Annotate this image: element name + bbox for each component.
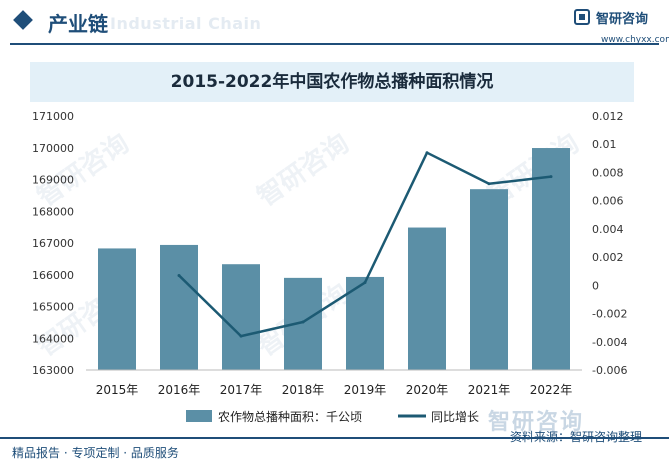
bar — [346, 276, 384, 370]
bar — [470, 189, 508, 370]
y-left-tick-label: 163000 — [32, 364, 74, 377]
footer-slogan: 精品报告 · 专项定制 · 品质服务 — [12, 446, 179, 460]
x-tick-label: 2020年 — [406, 383, 449, 397]
y-left-tick-label: 167000 — [32, 237, 74, 250]
y-right-tick-label: 0.002 — [592, 251, 624, 264]
growth-point — [363, 281, 367, 285]
x-tick-label: 2018年 — [282, 383, 325, 397]
x-tick-label: 2016年 — [158, 383, 201, 397]
growth-point — [177, 273, 181, 277]
growth-point — [239, 334, 243, 338]
header-divider — [10, 43, 659, 45]
logo-url: www.chyxx.com — [601, 35, 669, 45]
y-left-tick-label: 165000 — [32, 301, 74, 314]
y-left-tick-label: 166000 — [32, 269, 74, 282]
y-left-tick-label: 168000 — [32, 205, 74, 218]
chart-title: 2015-2022年中国农作物总播种面积情况 — [170, 72, 494, 92]
logo-icon — [574, 9, 590, 25]
growth-point — [301, 320, 305, 324]
legend-label-bar: 农作物总播种面积：千公顷 — [218, 410, 362, 424]
y-right-tick-label: 0 — [592, 279, 599, 292]
watermark-logo: 智研咨询 — [488, 410, 585, 435]
bar — [222, 264, 260, 370]
y-left-tick-label: 169000 — [32, 174, 74, 187]
x-tick-label: 2019年 — [344, 383, 387, 397]
growth-point — [425, 151, 429, 155]
y-right-tick-label: 0.01 — [592, 138, 617, 151]
y-right-tick-label: 0.012 — [592, 110, 624, 123]
y-left-tick-label: 164000 — [32, 332, 74, 345]
legend-swatch-bar — [186, 410, 212, 422]
bar — [98, 248, 136, 370]
y-left-tick-label: 170000 — [32, 142, 74, 155]
footer-divider — [0, 437, 669, 439]
x-tick-label: 2017年 — [220, 383, 263, 397]
bar — [160, 244, 198, 370]
section-title: 产业链 — [48, 12, 108, 36]
y-right-tick-label: 0.008 — [592, 166, 624, 179]
logo-name: 智研咨询 — [596, 12, 649, 27]
y-right-tick-label: -0.002 — [592, 308, 627, 321]
y-left-tick-label: 171000 — [32, 110, 74, 123]
x-tick-label: 2015年 — [96, 383, 139, 397]
y-right-tick-label: 0.004 — [592, 223, 624, 236]
chart-title-band: 2015-2022年中国农作物总播种面积情况 — [30, 62, 634, 102]
y-right-tick-label: 0.006 — [592, 195, 624, 208]
y-right-tick-label: -0.004 — [592, 336, 627, 349]
header: Industrial Chain 产业链 智研咨询 www.chyxx.com — [0, 0, 669, 46]
legend-label-line: 同比增长 — [431, 410, 479, 424]
section-subtitle-watermark: Industrial Chain — [110, 14, 262, 33]
growth-point — [549, 175, 553, 179]
x-tick-label: 2022年 — [530, 383, 573, 397]
bar — [532, 148, 570, 370]
growth-point — [487, 182, 491, 186]
y-right-tick-label: -0.006 — [592, 364, 627, 377]
x-tick-label: 2021年 — [468, 383, 511, 397]
bar — [408, 227, 446, 370]
